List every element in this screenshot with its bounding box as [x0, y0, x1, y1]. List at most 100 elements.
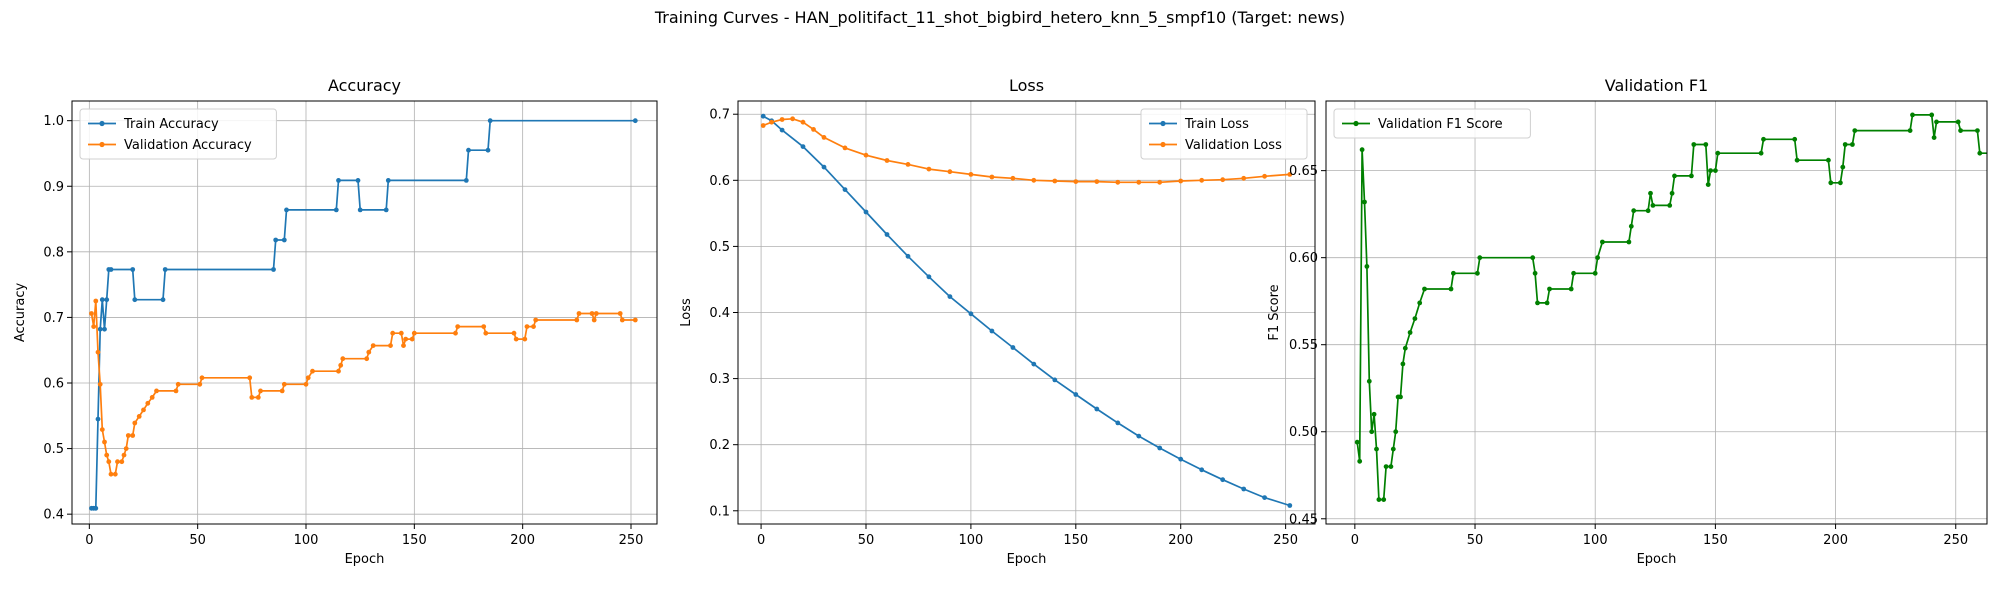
data-point — [533, 317, 539, 323]
data-point — [1241, 486, 1247, 492]
data-point — [136, 414, 142, 419]
y-tick-label: 0.8 — [43, 245, 64, 260]
data-point — [1571, 270, 1576, 276]
legend-box — [1333, 108, 1531, 139]
data-point — [591, 317, 597, 323]
x-tick-label: 200 — [510, 533, 535, 548]
data-point — [1031, 177, 1037, 183]
data-point — [104, 297, 110, 303]
data-point — [121, 452, 127, 458]
data-point — [1600, 239, 1605, 245]
data-point — [1826, 157, 1831, 163]
data-point — [1364, 264, 1370, 269]
data-point — [842, 187, 848, 193]
data-point — [279, 388, 285, 394]
data-point — [197, 381, 203, 387]
data-point — [821, 164, 827, 170]
data-point — [398, 330, 404, 336]
data-point — [1376, 497, 1382, 502]
data-point — [1672, 173, 1677, 179]
data-point — [130, 433, 136, 438]
legend: Validation F1 Score — [1333, 108, 1531, 139]
data-point — [511, 330, 517, 336]
data-point — [1592, 270, 1598, 276]
data-point — [926, 166, 932, 172]
y-tick-label: 0.6 — [43, 377, 64, 392]
data-point — [1417, 300, 1423, 306]
data-point — [485, 147, 491, 153]
x-axis-label: Epoch — [1637, 552, 1677, 567]
data-point — [160, 297, 166, 303]
data-point — [1362, 199, 1367, 205]
data-point — [884, 232, 890, 237]
data-point — [989, 174, 995, 180]
legend: Train Accuracy Validation Accuracy — [79, 108, 277, 160]
data-point — [779, 117, 785, 122]
data-point — [1010, 175, 1016, 181]
data-point — [513, 336, 519, 342]
data-point — [1475, 270, 1480, 276]
data-point — [1758, 150, 1764, 156]
legend-marker — [1353, 120, 1359, 127]
series-1 — [1354, 112, 1997, 502]
x-axis-label: Epoch — [345, 552, 385, 567]
data-point — [125, 433, 131, 438]
data-point — [760, 113, 766, 119]
legend-box — [1140, 108, 1308, 160]
data-point — [811, 126, 816, 132]
data-point — [411, 330, 417, 336]
data-point — [455, 324, 461, 329]
data-point — [284, 207, 289, 213]
legend-box — [79, 108, 277, 160]
x-tick-label: 0 — [85, 533, 93, 548]
data-point — [1398, 394, 1403, 400]
data-point — [1400, 361, 1406, 367]
data-point — [989, 328, 995, 334]
data-point — [108, 471, 114, 477]
data-point — [760, 123, 766, 128]
data-point — [1073, 392, 1079, 397]
data-point — [1568, 286, 1574, 292]
data-point — [1073, 179, 1079, 185]
data-point — [1992, 151, 1997, 156]
data-point — [102, 326, 107, 332]
x-tick-label: 150 — [1703, 533, 1728, 548]
x-tick-label: 100 — [958, 533, 983, 548]
data-point — [1691, 142, 1697, 147]
data-point — [95, 416, 101, 422]
data-point — [617, 311, 623, 316]
data-point — [1157, 179, 1163, 185]
data-point — [463, 178, 469, 183]
data-point — [863, 152, 869, 158]
data-point — [574, 317, 580, 323]
data-point — [1369, 429, 1375, 435]
data-point — [104, 452, 110, 458]
y-tick-label: 0.7 — [709, 108, 730, 123]
data-point — [355, 178, 361, 183]
data-point — [522, 336, 528, 342]
data-point — [281, 237, 287, 243]
data-point — [149, 395, 155, 400]
data-point — [1705, 182, 1711, 188]
data-point — [821, 135, 827, 140]
data-point — [968, 311, 974, 317]
y-tick-label: 1.0 — [43, 114, 64, 129]
x-tick-label: 0 — [1351, 533, 1359, 548]
data-point — [130, 267, 136, 272]
data-point — [524, 324, 530, 329]
data-point — [1477, 255, 1483, 261]
data-point — [1703, 142, 1709, 147]
data-point — [175, 381, 181, 387]
y-tick-label: 0.65 — [1289, 164, 1318, 179]
x-tick-label: 50 — [858, 533, 875, 548]
data-point — [968, 172, 974, 177]
data-point — [1094, 406, 1100, 412]
data-point — [115, 459, 120, 465]
legend-label: Validation F1 Score — [1378, 117, 1503, 132]
data-point — [800, 144, 806, 150]
data-point — [1715, 150, 1721, 156]
subplot-2: 0 50 100 150 200 250 0.1 0.2 0.3 0.4 0.5 0.6 0.7 Loss… — [679, 76, 1316, 567]
data-point — [305, 375, 311, 381]
data-point — [255, 395, 261, 400]
data-point — [1157, 445, 1163, 451]
